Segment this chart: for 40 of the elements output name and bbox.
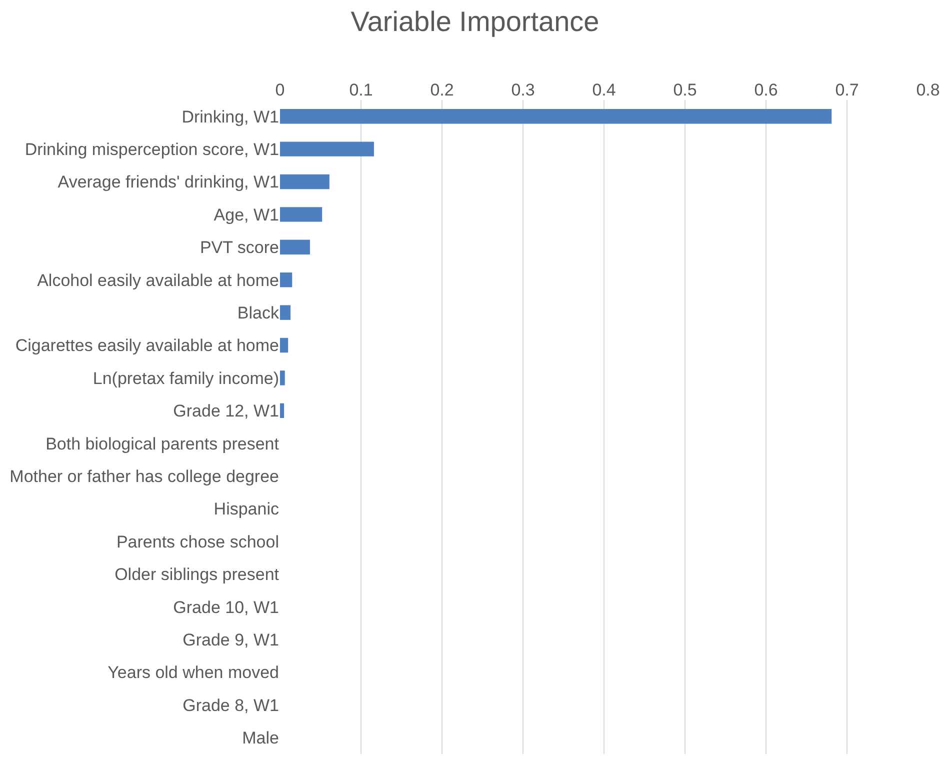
bar	[280, 174, 330, 190]
y-tick-label: Older siblings present	[114, 565, 280, 584]
y-tick-label: Ln(pretax family income)	[92, 368, 279, 388]
x-tick-label: 0.2	[430, 80, 454, 100]
y-tick-label: Years old when moved	[108, 663, 279, 682]
chart-title: Variable Importance	[350, 6, 600, 38]
y-tick-label: Male	[242, 728, 279, 748]
y-tick-label: Cigarettes easily available at home	[15, 336, 279, 356]
bar	[280, 207, 322, 222]
bar	[280, 370, 285, 386]
y-tick-label: Grade 8, W1	[182, 696, 279, 715]
y-tick-label: Age, W1	[214, 205, 279, 224]
bar	[280, 305, 291, 320]
bar	[280, 272, 292, 288]
x-tick-label: 0	[275, 80, 285, 100]
y-tick-label: Hispanic	[214, 500, 280, 519]
x-tick-label: 0.6	[754, 80, 778, 100]
x-tick-label: 0.3	[511, 80, 535, 100]
y-tick-label: Drinking, W1	[182, 107, 279, 126]
y-tick-label: Alcohol easily available at home	[37, 270, 279, 290]
y-tick-label: Mother or father has college degree	[10, 467, 279, 486]
bar	[280, 403, 284, 418]
y-tick-label: Average friends' drinking, W1	[58, 172, 279, 192]
y-tick-label: Grade 12, W1	[173, 402, 279, 421]
y-tick-label: Parents chose school	[116, 532, 279, 552]
x-tick-label: 0.4	[592, 80, 616, 100]
y-tick-label: Black	[237, 304, 280, 322]
y-tick-label: Drinking misperception score, W1	[24, 140, 279, 159]
bar	[280, 142, 374, 156]
y-tick-label: Grade 10, W1	[173, 598, 279, 617]
x-tick-label: 0.7	[835, 80, 859, 100]
y-tick-label: PVT score	[200, 238, 279, 258]
bar	[280, 240, 310, 255]
x-tick-label: 0.5	[673, 80, 697, 100]
x-tick-label: 0.8	[916, 80, 940, 100]
x-tick-label: 0.1	[349, 80, 373, 100]
y-tick-label: Grade 9, W1	[182, 630, 279, 650]
bar	[280, 108, 832, 124]
bar	[280, 338, 288, 353]
y-tick-label: Both biological parents present	[46, 434, 280, 454]
